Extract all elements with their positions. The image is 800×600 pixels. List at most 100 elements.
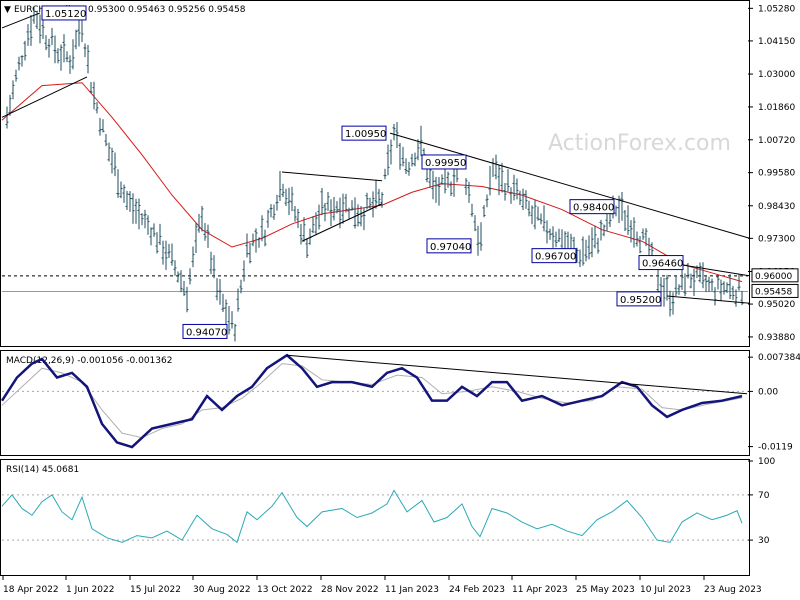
price-bar [383, 168, 387, 180]
macd-ytick-label: 0.007384 [758, 353, 800, 363]
macd-line [0, 353, 743, 449]
price-bar [299, 223, 303, 245]
x-tick-label: 15 Jul 2022 [130, 585, 181, 595]
price-box [426, 238, 472, 254]
price-bar [254, 228, 258, 253]
price-bar [413, 152, 417, 167]
ohlc-header: 0.95300 0.95463 0.95256 0.95458 [88, 5, 246, 15]
price-bar [602, 224, 606, 237]
price-bar [401, 146, 405, 167]
price-bar [188, 268, 192, 285]
price-bar [290, 186, 294, 212]
x-tick-label: 23 Aug 2023 [704, 585, 762, 595]
price-bar [230, 311, 234, 329]
price-bar [593, 225, 597, 249]
price-bar [614, 205, 618, 217]
price-bar [164, 240, 168, 270]
price-bar [503, 183, 507, 201]
macd-ytick-label: 0.00 [758, 387, 778, 397]
price-bar [329, 199, 333, 227]
price-bar [479, 222, 483, 251]
price-bar [206, 224, 210, 248]
price-bar [26, 24, 30, 46]
price-bar [590, 227, 594, 258]
price-bar [392, 123, 396, 141]
x-tick-label: 10 Jul 2023 [640, 585, 691, 595]
price-bar [500, 162, 504, 193]
current-price-label: 0.95458 [755, 287, 792, 297]
price-box-label: 0.96700 [535, 252, 576, 263]
price-bar [440, 174, 444, 185]
price-bar [347, 207, 351, 219]
price-bar [263, 229, 267, 247]
price-bar [608, 211, 612, 228]
price-bar [539, 213, 543, 225]
price-bar [596, 237, 600, 254]
price-bar [587, 235, 591, 260]
price-bar [377, 188, 381, 206]
price-bar [20, 55, 24, 67]
price-box [638, 255, 684, 271]
price-bar [716, 275, 720, 290]
dropdown-triangle-icon[interactable]: ▼ [4, 5, 11, 15]
price-bar [554, 231, 558, 248]
price-bar [257, 237, 261, 248]
price-bar [416, 139, 420, 161]
trendline [666, 295, 751, 304]
price-bar [140, 213, 144, 226]
price-bar [122, 184, 126, 203]
price-bar [626, 205, 630, 235]
price-bar [638, 235, 642, 254]
macd-trendline [286, 354, 748, 395]
price-bar [677, 284, 681, 295]
price-bar [551, 226, 555, 248]
price-bar [668, 290, 672, 317]
price-box [531, 248, 577, 264]
price-bar [56, 48, 60, 64]
price-bar [341, 193, 345, 224]
price-bar [518, 190, 522, 205]
price-bar [71, 39, 75, 70]
price-bar [506, 169, 510, 192]
trendline [1, 76, 88, 118]
price-ytick-label: 0.98430 [758, 202, 795, 212]
price-bar [92, 81, 96, 110]
trendline [281, 171, 383, 182]
price-ytick-label: 0.93880 [758, 333, 795, 343]
price-bar [287, 187, 291, 216]
price-bar [83, 43, 87, 58]
price-bar [350, 200, 354, 211]
price-bar [470, 203, 474, 217]
price-bar [41, 20, 45, 39]
price-bar [62, 34, 66, 63]
price-bar [245, 233, 249, 258]
price-bar [194, 222, 198, 254]
price-boxes: 1.05120 1.00950 0.99950 0.98400 0.97040 0.967… [41, 5, 684, 339]
price-bar [104, 134, 108, 147]
price-bar [485, 194, 489, 208]
price-bar [146, 215, 150, 235]
price-bar [581, 236, 585, 266]
price-panel-frame [0, 0, 750, 347]
price-bar [44, 35, 48, 51]
price-bar [494, 154, 498, 180]
x-tick-label: 13 Oct 2022 [257, 585, 313, 595]
price-bar [725, 282, 729, 293]
price-bar [203, 223, 207, 241]
price-bar [620, 191, 624, 221]
price-bar [386, 144, 390, 176]
price-bars [5, 6, 744, 342]
price-bar [302, 217, 306, 242]
price-bar [272, 204, 276, 220]
price-bar [320, 187, 324, 215]
price-bar [182, 280, 186, 296]
price-bar [275, 194, 279, 211]
price-bar [317, 204, 321, 230]
price-bar [128, 191, 132, 212]
price-bar [137, 198, 141, 230]
price-bar [509, 187, 513, 204]
price-bar [296, 208, 300, 229]
rsi-ytick-label: 30 [758, 536, 770, 546]
price-bar [629, 220, 633, 243]
